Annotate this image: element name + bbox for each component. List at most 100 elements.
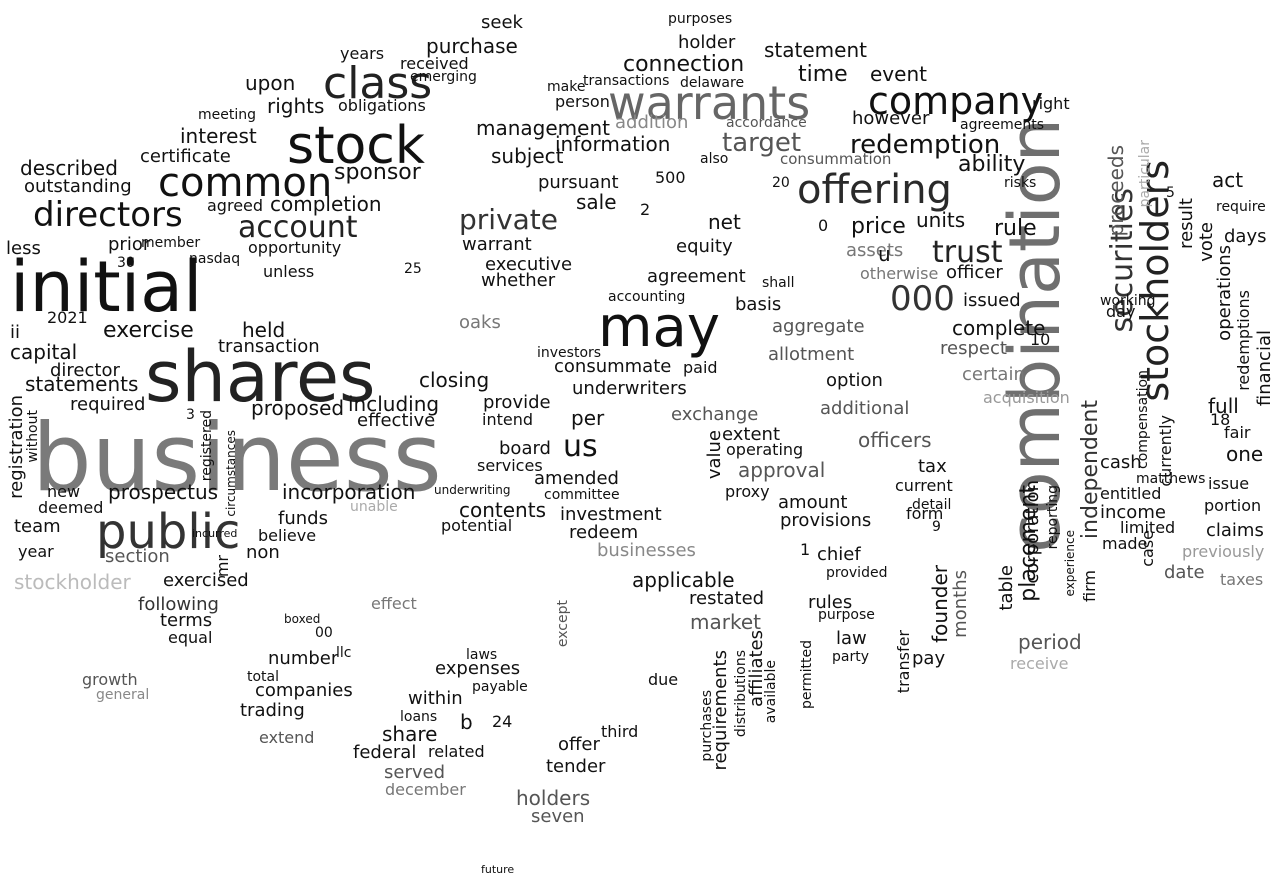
word-director: director	[50, 360, 120, 381]
word-closing: closing	[419, 368, 490, 392]
word-new: new	[47, 482, 81, 501]
word-however: however	[852, 108, 930, 129]
word-30: 30	[117, 255, 135, 271]
word-provided: provided	[826, 565, 888, 581]
word-experience: experience	[1063, 530, 1077, 597]
word-restated: restated	[689, 588, 765, 609]
word-transaction: transaction	[218, 336, 320, 357]
word-agreed: agreed	[207, 196, 264, 215]
word-time: time	[798, 62, 848, 87]
word-holder: holder	[678, 32, 736, 53]
word-previously: previously	[1182, 542, 1265, 561]
word-trust: trust	[932, 235, 1003, 270]
word-allotment: allotment	[768, 344, 855, 365]
word-without: without	[25, 410, 41, 463]
word-firm: firm	[1080, 570, 1099, 602]
word-registered: registered	[199, 410, 215, 482]
word-event: event	[870, 62, 927, 86]
word-pursuant: pursuant	[538, 172, 619, 193]
word-mr: mr	[213, 555, 232, 578]
word-subject: subject	[491, 144, 564, 168]
word-proposed: proposed	[251, 396, 345, 420]
word-certificate: certificate	[140, 146, 231, 167]
word-funds: funds	[278, 508, 328, 529]
word-receive: receive	[1010, 654, 1069, 673]
word-stockholder: stockholder	[14, 570, 131, 594]
word-management: management	[476, 116, 610, 140]
word-outstanding: outstanding	[24, 176, 132, 197]
word-member: member	[141, 235, 201, 251]
word-consummation: consummation	[780, 150, 892, 168]
word-otherwise: otherwise	[860, 264, 939, 283]
word-prior: prior	[108, 234, 151, 255]
word-opportunity: opportunity	[248, 238, 342, 257]
word-held: held	[242, 318, 286, 342]
word-investors: investors	[537, 345, 602, 361]
word-exchange: exchange	[671, 404, 759, 425]
word-number: number	[268, 648, 339, 669]
word-rule: rule	[994, 216, 1037, 241]
word-day: day	[1106, 302, 1136, 321]
word-right: right	[1032, 94, 1070, 113]
word-portion: portion	[1204, 496, 1262, 515]
word-certain: certain	[962, 364, 1025, 385]
word-oaks: oaks	[459, 312, 501, 333]
word-seven: seven	[531, 806, 585, 827]
word-cash: cash	[1100, 452, 1142, 473]
word-transactions: transactions	[583, 73, 670, 89]
word-delaware: delaware	[680, 75, 745, 91]
word-effect: effect	[371, 594, 417, 613]
word-extend: extend	[259, 728, 315, 747]
word-shall: shall	[762, 275, 795, 291]
word-price: price	[851, 214, 906, 239]
word-non: non	[246, 542, 280, 563]
word-law: law	[836, 628, 867, 649]
word-ii: ii	[10, 322, 21, 343]
word-account: account	[238, 210, 358, 245]
word-directors: directors	[33, 195, 183, 235]
word-acquisition: acquisition	[983, 388, 1070, 407]
word-require: require	[1216, 199, 1266, 215]
word-share: share	[382, 722, 438, 746]
word-payable: payable	[472, 679, 528, 695]
word-proceeds: proceeds	[1104, 145, 1128, 237]
word-meeting: meeting	[198, 107, 257, 123]
word-9: 9	[932, 519, 941, 535]
word-ability: ability	[958, 152, 1026, 177]
word-upon: upon	[245, 71, 296, 95]
word-pay: pay	[912, 648, 946, 669]
word-limited: limited	[1120, 518, 1176, 537]
word-extent: extent	[722, 424, 781, 445]
word-shares: shares	[145, 336, 376, 418]
word-intend: intend	[482, 410, 533, 429]
word-consummate: consummate	[554, 356, 672, 377]
word-companies: companies	[255, 680, 353, 701]
word-redemptions: redemptions	[1234, 290, 1253, 391]
word-redeem: redeem	[569, 522, 639, 543]
word-additional: additional	[820, 398, 910, 419]
word-underwriters: underwriters	[572, 378, 687, 399]
word-incurred: incurred	[192, 527, 238, 540]
word-tender: tender	[546, 756, 606, 777]
word-december: december	[385, 780, 466, 799]
word-operating: operating	[726, 440, 804, 459]
word-purpose: purpose	[818, 607, 875, 623]
word-aggregate: aggregate	[772, 316, 865, 337]
word-federal: federal	[353, 742, 417, 763]
word-terms: terms	[160, 610, 213, 631]
word-agreement: agreement	[647, 266, 746, 287]
word-matthews: matthews	[1136, 471, 1206, 487]
word-llc: llc	[336, 645, 352, 661]
word-currently: currently	[1156, 415, 1175, 487]
word-provide: provide	[483, 392, 551, 413]
word-investment: investment	[560, 504, 662, 525]
word-complete: complete	[952, 316, 1046, 340]
word-contents: contents	[459, 498, 546, 522]
word-000: 000	[890, 279, 955, 319]
word-taxes: taxes	[1220, 570, 1264, 589]
word-us: us	[563, 429, 598, 464]
word-operations: operations	[1214, 245, 1235, 341]
word-also: also	[700, 151, 729, 167]
word-loans: loans	[400, 709, 438, 725]
word-days: days	[1224, 226, 1267, 247]
